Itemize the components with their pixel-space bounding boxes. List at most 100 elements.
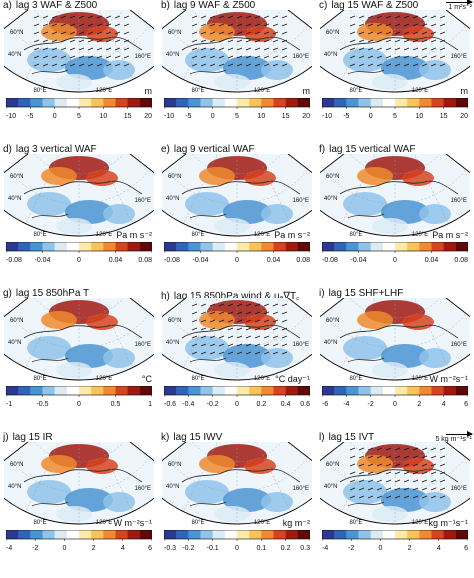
colorbar-tick-label: 0.08	[296, 257, 310, 264]
colorbar-unit: Pa m s⁻²	[432, 230, 468, 240]
panel-title: h) lag 15 850hPa wind & uₐ∇T꜀	[161, 288, 300, 302]
colorbar-segment	[103, 530, 116, 539]
colorbar-tick-label: 0	[235, 401, 239, 408]
colorbar-segment	[176, 386, 189, 395]
colorbar-segment	[455, 242, 468, 251]
flux-vector	[200, 335, 207, 339]
colorbar-tick-label: 6	[464, 401, 468, 408]
colorbar-segment	[212, 98, 226, 107]
colorbar-segment	[224, 530, 238, 539]
flux-vector	[254, 23, 261, 27]
polar-map: 40°N 60°N 80°E 120°E 160°E	[320, 442, 470, 526]
map-frame	[162, 10, 312, 93]
flux-vector	[87, 47, 94, 51]
flux-vector	[367, 39, 374, 43]
flux-vector	[209, 311, 216, 315]
colorbar-segment	[285, 98, 299, 107]
panel-title: d) lag 3 vertical WAF	[3, 144, 97, 155]
flux-vector	[191, 335, 198, 339]
colorbar-tick-label: -0.04	[35, 257, 51, 264]
colorbar-segment	[30, 98, 43, 107]
flux-vector	[367, 63, 374, 67]
flux-vector	[96, 55, 103, 59]
colorbar-segment	[176, 242, 189, 251]
anomaly-field	[372, 218, 408, 234]
colorbar-tick-label: -5	[27, 113, 33, 120]
flux-vector	[263, 303, 270, 307]
panel-title-text: lag 3 vertical WAF	[15, 144, 97, 155]
map-axis-label: 120°E	[412, 232, 428, 238]
flux-vector	[263, 335, 270, 339]
flux-vector	[272, 15, 279, 19]
graticule-line	[347, 154, 443, 175]
colorbar-segment	[91, 530, 104, 539]
flux-vector	[394, 63, 401, 67]
colorbar-segment	[237, 386, 250, 395]
colorbar-segment	[443, 242, 457, 251]
map-axis-label: 40°N	[8, 52, 21, 58]
anomaly-field	[56, 218, 92, 234]
panel-title: g) lag 15 850hPa T	[3, 288, 89, 299]
colorbar-tick-label: 0.1	[256, 545, 266, 552]
flux-vector	[191, 303, 198, 307]
flux-vector	[105, 23, 112, 27]
anomaly-field	[86, 170, 118, 186]
map-frame	[4, 154, 154, 237]
flux-vector	[385, 15, 392, 19]
flux-vector	[60, 31, 67, 35]
flux-vector	[191, 15, 198, 19]
flux-vector	[412, 63, 419, 67]
flux-vector	[430, 479, 437, 483]
flux-vector	[367, 479, 374, 483]
anomaly-field	[244, 314, 276, 330]
flux-vector	[430, 463, 437, 467]
flux-vector	[254, 335, 261, 339]
colorbar-segment	[6, 242, 19, 251]
panel-title: c) lag 15 WAF & Z500	[319, 0, 418, 11]
flux-vector	[33, 63, 40, 67]
map-axis-label: 160°E	[293, 342, 309, 348]
colorbar-tick-label: -6	[322, 401, 328, 408]
flux-vector	[78, 47, 85, 51]
polar-map: 40°N 60°N 80°E 120°E 160°E	[320, 154, 470, 238]
graticule-line	[189, 442, 285, 463]
colorbar-tick-label: 0	[211, 113, 215, 120]
colorbar-segment	[139, 530, 152, 539]
flux-vector	[394, 471, 401, 475]
colorbar-segment	[79, 242, 92, 251]
flux-vector	[87, 15, 94, 19]
anomaly-field	[65, 56, 113, 80]
panel-d: d) lag 3 vertical WAF 40°N 60°N 80°E 120°E 160…	[0, 144, 158, 288]
flux-vector	[272, 303, 279, 307]
flux-vector	[430, 31, 437, 35]
flux-vector	[385, 463, 392, 467]
flux-vector	[218, 39, 225, 43]
panel-letter: b)	[161, 0, 170, 11]
flux-vector	[385, 55, 392, 59]
anomaly-field	[86, 458, 118, 474]
flux-vector	[114, 47, 121, 51]
flux-vector	[96, 23, 103, 27]
flux-vector	[254, 15, 261, 19]
flux-vector	[281, 335, 288, 339]
graticule-line	[7, 169, 151, 205]
scale-arrow-icon	[446, 0, 473, 5]
flux-vector	[69, 47, 76, 51]
flux-vector	[358, 455, 365, 459]
colorbar-unit: W m⁻²s⁻¹	[113, 518, 153, 528]
flux-vector	[87, 63, 94, 67]
colorbar-tick-label: -0.04	[193, 257, 209, 264]
coastline	[181, 36, 301, 51]
colorbar-tick-label: 0.2	[256, 401, 266, 408]
flux-vector	[403, 447, 410, 451]
anomaly-field	[214, 74, 250, 90]
flux-vector	[358, 47, 365, 51]
graticule-line	[165, 169, 309, 205]
flux-vector	[263, 39, 270, 43]
flux-vector	[367, 471, 374, 475]
coastline	[189, 69, 227, 75]
colorbar-segment	[322, 242, 335, 251]
flux-vector	[209, 23, 216, 27]
anomaly-field	[56, 362, 92, 378]
flux-vector	[114, 39, 121, 43]
